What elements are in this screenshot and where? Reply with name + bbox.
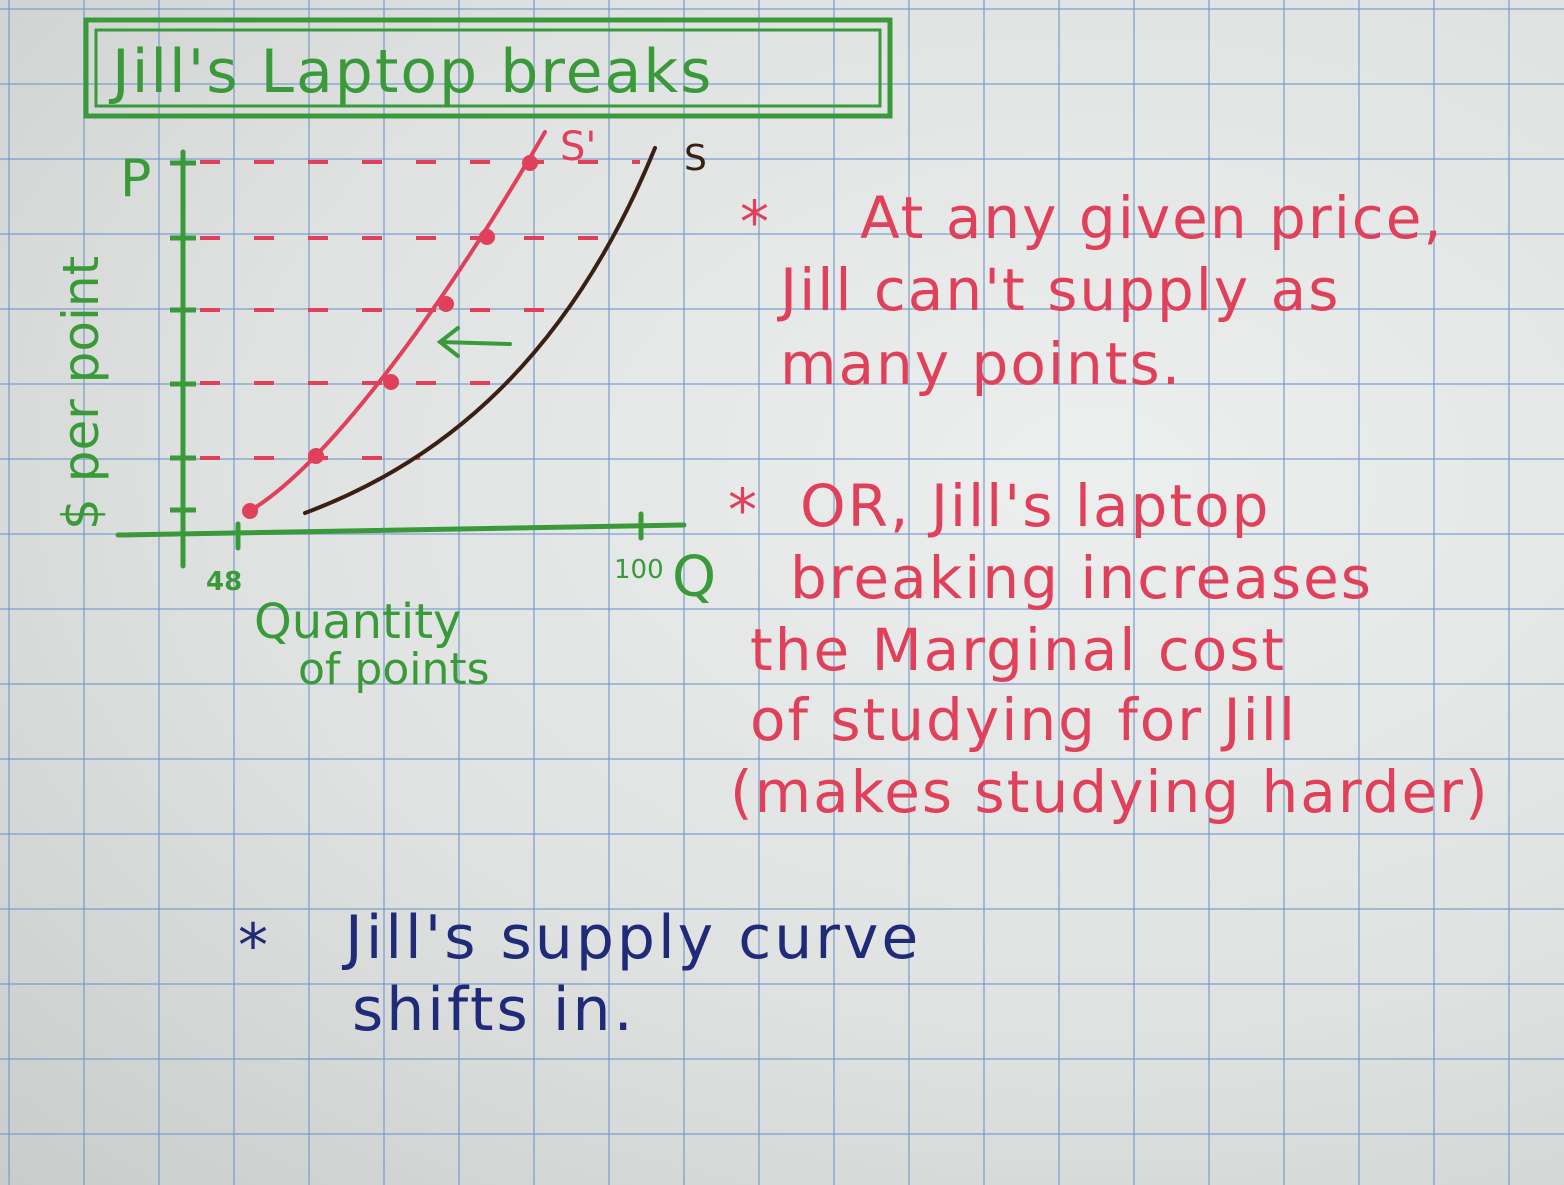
note2-line3: the Marginal cost <box>750 616 1286 684</box>
note1-line1: At any given price, <box>860 184 1444 252</box>
note-marginal-cost: * OR, Jill's laptop breaking increases t… <box>728 472 1490 826</box>
axes <box>115 149 687 569</box>
note1-line3: many points. <box>780 330 1182 398</box>
x-axis-label-line1: Quantity <box>254 594 461 650</box>
x-axis-letter: Q <box>672 545 716 610</box>
note2-line5: (makes studying harder) <box>730 758 1490 826</box>
note2-line4: of studying for Jill <box>750 686 1297 754</box>
y-axis-letter: P <box>120 149 151 209</box>
curve-point <box>383 374 399 390</box>
note1-line2: Jill can't supply as <box>777 256 1340 324</box>
x-axis <box>115 522 687 538</box>
star-bullet: * <box>238 911 271 981</box>
y-ticks <box>170 160 196 513</box>
note-at-any-price: * At any given price, Jill can't supply … <box>740 184 1444 398</box>
price-guide-lines <box>200 160 640 460</box>
curve-point <box>479 229 495 245</box>
shifted-curve-points <box>242 155 538 519</box>
supply-curve-shifted-label: S' <box>560 124 596 170</box>
curve-point <box>242 503 258 519</box>
conclusion-line2: shifts in. <box>352 975 636 1045</box>
y-axis-label: $ per point <box>52 256 110 530</box>
curve-point <box>308 448 324 464</box>
note2-line2: breaking increases <box>790 544 1373 612</box>
conclusion-line1: Jill's supply curve <box>341 903 921 973</box>
x-axis-label-line2: of points <box>298 644 490 695</box>
star-bullet: * <box>740 188 771 256</box>
supply-curve-original <box>303 146 657 515</box>
x-tick-label-48: 48 <box>206 567 242 597</box>
shift-left-arrow <box>436 326 512 358</box>
curve-point <box>438 296 454 312</box>
title-box: Jill's Laptop breaks <box>83 17 893 119</box>
note2-line1: OR, Jill's laptop <box>800 472 1270 540</box>
x-tick-label-100: 100 <box>614 555 664 585</box>
diagram-title: Jill's Laptop breaks <box>108 37 713 107</box>
note-conclusion: * Jill's supply curve shifts in. <box>238 903 921 1045</box>
star-bullet: * <box>728 476 759 544</box>
curve-point <box>522 155 538 171</box>
supply-curve-original-label: S <box>684 138 707 179</box>
supply-curve-shifted <box>246 130 547 514</box>
